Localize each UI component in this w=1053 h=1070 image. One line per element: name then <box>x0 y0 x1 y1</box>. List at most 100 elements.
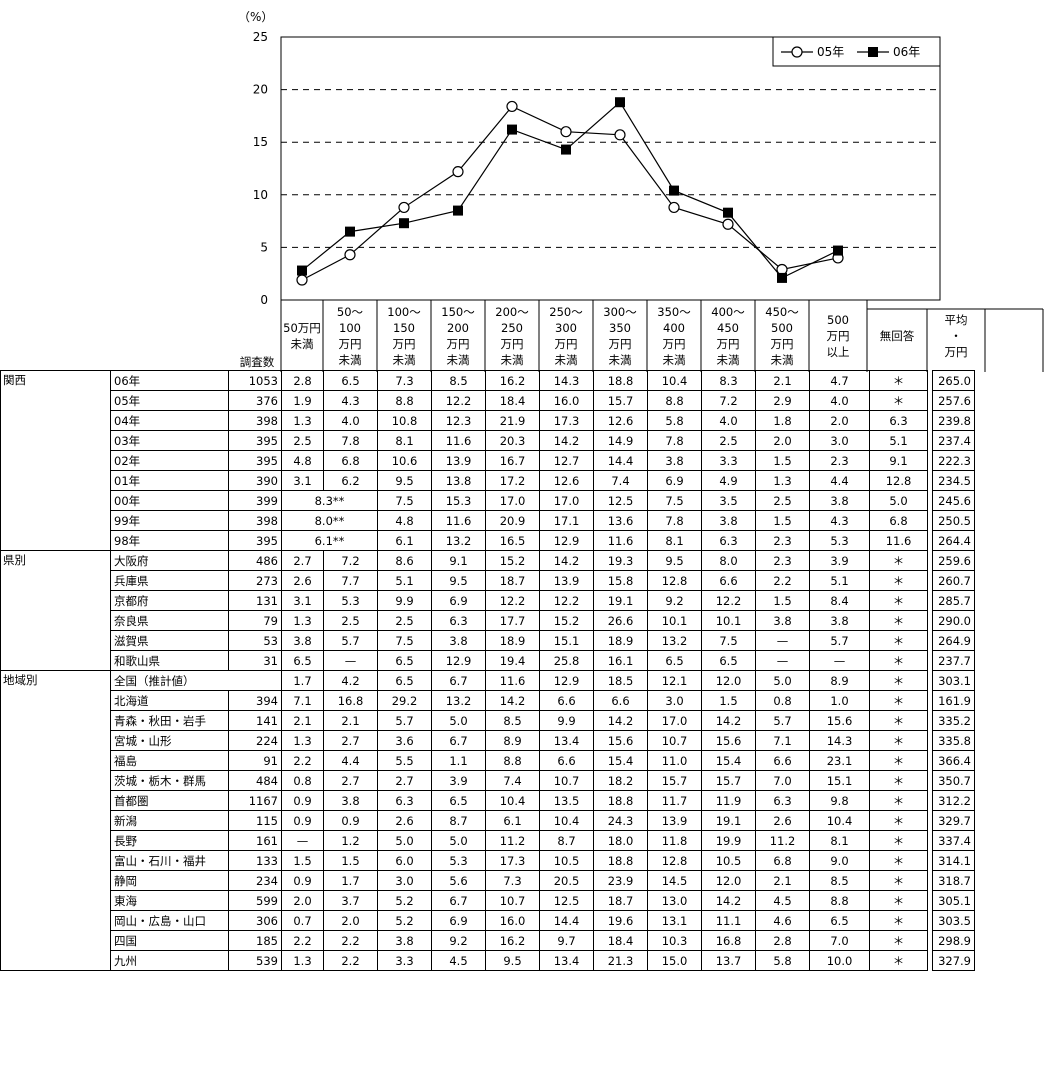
cell-value: 15.0 <box>647 950 702 971</box>
cell-value: 13.2 <box>431 530 486 551</box>
category-label-line: 未満 <box>609 353 632 367</box>
sample-count: 398 <box>228 410 282 431</box>
cell-value: 6.1 <box>485 810 540 831</box>
row-label: 九州 <box>110 950 229 971</box>
cell-value: 5.7 <box>809 630 870 651</box>
cell-value: 1.1 <box>431 750 486 771</box>
group-label <box>0 930 111 951</box>
cell-value: 8.1 <box>647 530 702 551</box>
group-label: 県別 <box>0 550 111 571</box>
cell-value: — <box>755 650 810 671</box>
group-label <box>0 730 111 751</box>
cell-value: 23.1 <box>809 750 870 771</box>
category-label-line: 50万円 <box>283 321 321 335</box>
group-label <box>0 870 111 891</box>
cell-value: 7.3 <box>377 370 432 391</box>
cell-value: 3.8 <box>647 450 702 471</box>
chart-axes <box>280 36 1044 372</box>
cell-value: 9.1 <box>869 450 928 471</box>
cell-value: ＊ <box>869 650 928 671</box>
cell-value: 2.1 <box>281 710 324 731</box>
cell-value: 3.0 <box>647 690 702 711</box>
cell-value: 14.2 <box>701 890 756 911</box>
row-label: 岡山・広島・山口 <box>110 910 229 931</box>
cell-value: 1.8 <box>755 410 810 431</box>
sample-count: 1167 <box>228 790 282 811</box>
cell-value: 13.1 <box>647 910 702 931</box>
cell-value: 2.0 <box>323 910 378 931</box>
cell-value: 5.0 <box>431 830 486 851</box>
category-label-line: 50～ <box>337 305 364 319</box>
cell-value: 29.2 <box>377 690 432 711</box>
cell-value: 13.5 <box>539 790 594 811</box>
category-label-line: 万円 <box>717 337 740 351</box>
cell-value: 10.4 <box>539 810 594 831</box>
cell-value: 10.3 <box>647 930 702 951</box>
table-row: 05年 376 1.9 4.3 8.8 12.2 18.4 16.0 15.7 8.8 7.2 2.9… <box>0 390 975 411</box>
category-label: 400～ 450 万円未満 <box>711 305 745 367</box>
category-label-line: 以上 <box>827 345 850 359</box>
cell-value: 10.8 <box>377 410 432 431</box>
cell-value: 2.7 <box>377 770 432 791</box>
cell-value: 4.5 <box>431 950 486 971</box>
cell-value: 16.5 <box>485 530 540 551</box>
cell-value: 2.2 <box>323 930 378 951</box>
cell-value: 1.3 <box>281 410 324 431</box>
table-row: 京都府 131 3.1 5.3 9.9 6.9 12.2 12.2 19.1 9.2 12.2 1.5… <box>0 590 975 611</box>
cell-value: 7.3 <box>485 870 540 891</box>
cell-value: 2.7 <box>323 730 378 751</box>
category-label-line: ・ <box>950 329 962 343</box>
cell-value: 0.8 <box>281 770 324 791</box>
income-table: 関西 06年 1053 2.8 6.5 7.3 8.5 16.2 14.3 18.8 10.4 8.3… <box>0 370 975 971</box>
cell-value: 2.5 <box>755 490 810 511</box>
cell-value: 16.1 <box>593 650 648 671</box>
cell-value: 18.8 <box>593 790 648 811</box>
cell-value: 4.0 <box>323 410 378 431</box>
cell-value: 14.3 <box>809 730 870 751</box>
cell-value: 14.4 <box>593 450 648 471</box>
sample-count: 224 <box>228 730 282 751</box>
cell-value: 4.7 <box>809 370 870 391</box>
cell-value: 8.8 <box>377 390 432 411</box>
cell-value: 2.2 <box>281 930 324 951</box>
average-value: 318.7 <box>932 870 975 891</box>
row-label: 99年 <box>110 510 229 531</box>
cell-value: 15.3 <box>431 490 486 511</box>
cell-value: 1.2 <box>323 830 378 851</box>
cell-value: 10.4 <box>485 790 540 811</box>
cell-value: 18.8 <box>593 850 648 871</box>
group-label <box>0 830 111 851</box>
cell-value: 13.0 <box>647 890 702 911</box>
cell-value: ＊ <box>869 630 928 651</box>
cell-value: 1.5 <box>281 850 324 871</box>
category-label-line: 200～ <box>495 305 529 319</box>
cell-value: 9.1 <box>431 550 486 571</box>
row-label: 全国（推計値） <box>110 670 282 691</box>
row-label: 滋賀県 <box>110 630 229 651</box>
cell-value: 15.2 <box>485 550 540 571</box>
cell-value: 24.3 <box>593 810 648 831</box>
cell-value: 14.2 <box>701 710 756 731</box>
group-label <box>0 630 111 651</box>
cell-value: 7.5 <box>647 490 702 511</box>
sample-count: 131 <box>228 590 282 611</box>
cell-value: 7.8 <box>323 430 378 451</box>
category-label-line: 450～ <box>765 305 799 319</box>
average-value: 222.3 <box>932 450 975 471</box>
cell-value: 2.3 <box>809 450 870 471</box>
sample-count: 399 <box>228 490 282 511</box>
category-label-line: 300～ <box>603 305 637 319</box>
cell-value: 3.0 <box>377 870 432 891</box>
y-axis-tick-labels: （%） 0 5 10 15 20 25 <box>238 10 273 307</box>
cell-value: ＊ <box>869 810 928 831</box>
row-label: 青森・秋田・岩手 <box>110 710 229 731</box>
cell-value: 9.5 <box>647 550 702 571</box>
row-label: 東海 <box>110 890 229 911</box>
cell-value: 9.7 <box>539 930 594 951</box>
cell-value: 1.9 <box>281 390 324 411</box>
table-row: 98年 395 6.1** 6.1 13.2 16.5 12.9 11.6 8.1 6.3 2.3 5… <box>0 530 975 551</box>
cell-value: 15.6 <box>809 710 870 731</box>
cell-value: 11.2 <box>485 830 540 851</box>
cell-value: 2.3 <box>755 550 810 571</box>
cell-value: 5.7 <box>323 630 378 651</box>
